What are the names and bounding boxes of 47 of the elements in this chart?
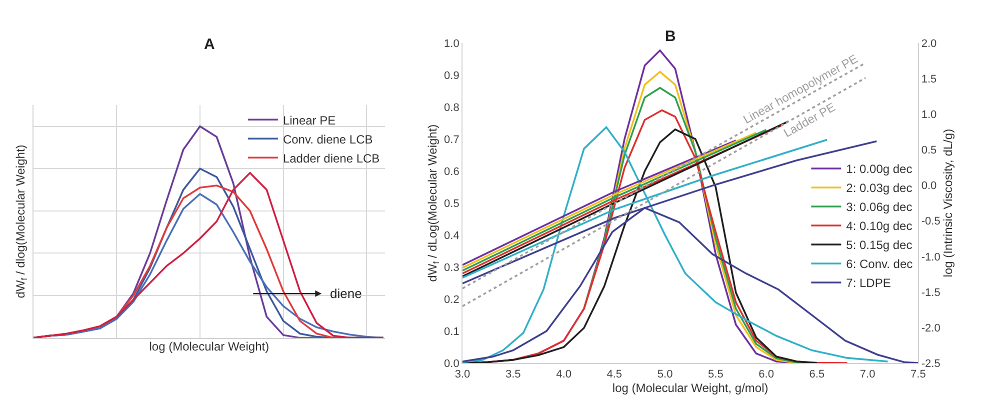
y-tick-label: 0.2 <box>444 294 460 306</box>
x-tick-label: 5.5 <box>708 368 724 380</box>
y-tick-label: 0.5 <box>444 198 460 210</box>
x-tick-label: 3.5 <box>506 368 521 380</box>
legend-label: 6: Conv. dec <box>846 257 913 272</box>
y2-axis-title: log (Intrinsic Viscosity, dL/g) <box>941 128 956 278</box>
x-tick-label: 6.5 <box>809 368 825 380</box>
legend-label: 7: LDPE <box>846 276 891 290</box>
y2-tick-label: -0.5 <box>921 216 940 228</box>
x-tick-label: 7.0 <box>860 368 876 380</box>
y-tick-label: 0.1 <box>444 326 460 338</box>
y2-tick-label: -2.0 <box>921 322 940 334</box>
x-axis-title: log (Molecular Weight, g/mol) <box>612 381 768 396</box>
y2-tick-label: -1.5 <box>921 286 940 299</box>
annotation: diene <box>330 286 362 301</box>
x-tick-label: 7.5 <box>910 368 926 380</box>
y-tick-label: 0.6 <box>444 166 460 178</box>
y-tick-label: 1.0 <box>444 38 460 50</box>
x-tick-label: 4.0 <box>556 368 572 380</box>
legend-label: 1: 0.00g dec <box>846 162 912 176</box>
x-tick-label: 6.0 <box>758 368 774 380</box>
chart-title: A <box>204 36 215 53</box>
y-tick-label: 0.4 <box>444 230 460 242</box>
x-tick-label: 5.0 <box>657 368 673 380</box>
y2-tick-label: -1.0 <box>921 251 940 264</box>
x-axis-title: log (Molecular Weight) <box>149 340 270 354</box>
y2-tick-label: 0.5 <box>921 144 937 157</box>
legend-label: 2: 0.03g dec <box>846 181 912 196</box>
legend-label: 5: 0.15g dec <box>846 238 912 252</box>
y-tick-label: 0.8 <box>444 102 460 114</box>
legend-label: 4: 0.10g dec <box>846 219 912 234</box>
y-tick-label: 0.7 <box>444 134 460 146</box>
y2-tick-label: 2.0 <box>921 38 937 50</box>
y-tick-label: 0.9 <box>444 70 460 82</box>
legend-label: Linear PE <box>282 113 336 128</box>
legend-label: 3: 0.06g dec <box>846 200 912 214</box>
y-tick-label: 0.3 <box>444 262 460 274</box>
y2-tick-label: 1.0 <box>921 109 937 122</box>
y-tick-label: 0.0 <box>444 358 460 370</box>
x-tick-label: 3.0 <box>454 368 470 380</box>
y2-tick-label: -2.5 <box>921 358 940 370</box>
y2-tick-label: 0.0 <box>921 180 937 192</box>
legend-label: Conv. diene LCB <box>282 132 373 146</box>
x-tick-label: 4.5 <box>606 368 622 380</box>
chart-title: B <box>665 28 676 45</box>
legend-label: Ladder diene LCB <box>282 151 380 166</box>
y2-tick-label: 1.5 <box>921 73 937 86</box>
